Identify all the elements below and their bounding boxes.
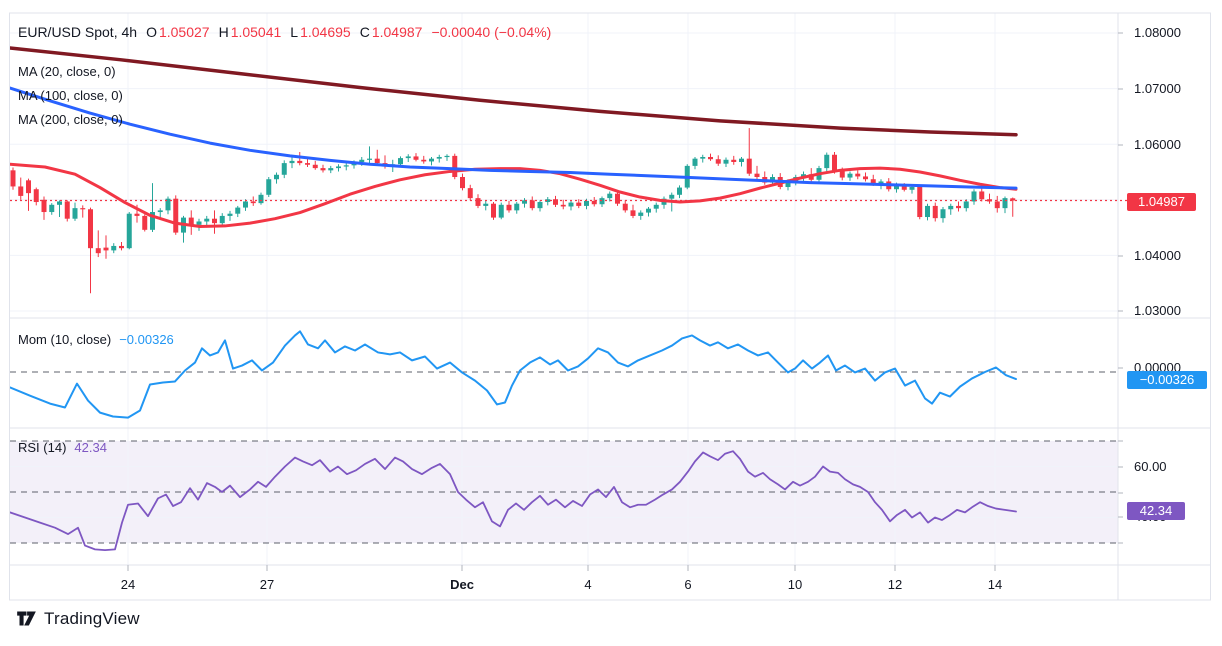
price-axis-label: 1.08000 — [1134, 25, 1181, 40]
rsi-value: 42.34 — [74, 440, 107, 455]
current-price-badge: 1.04987 — [1127, 193, 1196, 211]
symbol-title: EUR/USD Spot, 4h — [18, 24, 138, 40]
momentum-line — [10, 330, 1017, 419]
time-axis-label: 27 — [259, 577, 275, 592]
ohlc-key: C — [359, 24, 370, 40]
time-axis-label: 12 — [887, 577, 903, 592]
ma20-line — [10, 162, 1018, 228]
tradingview-logo-icon — [16, 608, 37, 629]
ohlc-values: O 1.05027 H 1.05041 L 1.04695 C 1.04987 — [137, 24, 422, 40]
time-axis-label: 4 — [584, 577, 592, 592]
symbol-legend[interactable]: EUR/USD Spot, 4h O 1.05027 H 1.05041 L 1.04695… — [18, 24, 551, 40]
chart-border — [9, 12, 1211, 601]
rsi-value-badge: 42.34 — [1127, 502, 1185, 520]
ma20-legend[interactable]: MA (20, close, 0) — [18, 64, 116, 79]
price-axis-label: 1.06000 — [1134, 137, 1181, 152]
ohlc-value: 1.04987 — [371, 24, 423, 40]
time-axis-label: 24 — [120, 577, 136, 592]
momentum-plot — [10, 330, 1017, 419]
candles — [10, 128, 1016, 294]
change-value: −0.00040 (−0.04%) — [431, 24, 552, 40]
tradingview-brand-text: TradingView — [44, 608, 140, 628]
momentum-value: −0.00326 — [119, 332, 174, 347]
rsi-legend[interactable]: RSI (14) 42.34 — [18, 440, 107, 455]
time-axis-label: 6 — [684, 577, 692, 592]
momentum-title: Mom (10, close) — [18, 332, 112, 347]
price-axis-label: 1.07000 — [1134, 81, 1181, 96]
tradingview-attribution[interactable]: TradingView — [16, 608, 140, 629]
ohlc-key: H — [218, 24, 229, 40]
ma200-line — [10, 46, 1018, 137]
moving-averages — [10, 46, 1018, 228]
momentum-value-badge: −0.00326 — [1127, 371, 1207, 389]
ohlc-value: 1.05027 — [158, 24, 210, 40]
time-axis-label: 14 — [987, 577, 1003, 592]
ma200-legend[interactable]: MA (200, close, 0) — [18, 112, 123, 127]
ma100-line — [10, 86, 1018, 190]
rsi-title: RSI (14) — [18, 440, 67, 455]
price-axis-label: 1.04000 — [1134, 248, 1181, 263]
time-axis-label: Dec — [450, 577, 474, 592]
time-axis-label: 10 — [787, 577, 803, 592]
ohlc-key: L — [290, 24, 299, 40]
ohlc-key: O — [146, 24, 157, 40]
ohlc-value: 1.05041 — [230, 24, 282, 40]
ma100-legend[interactable]: MA (100, close, 0) — [18, 88, 123, 103]
momentum-legend[interactable]: Mom (10, close) −0.00326 — [18, 332, 174, 347]
rsi-line — [10, 450, 1017, 552]
time-axis[interactable] — [10, 565, 1118, 600]
price-axis-label: 1.03000 — [1134, 303, 1181, 318]
rsi-plot — [10, 450, 1017, 552]
rsi-axis-label: 60.00 — [1134, 459, 1167, 474]
ohlc-value: 1.04695 — [300, 24, 351, 40]
